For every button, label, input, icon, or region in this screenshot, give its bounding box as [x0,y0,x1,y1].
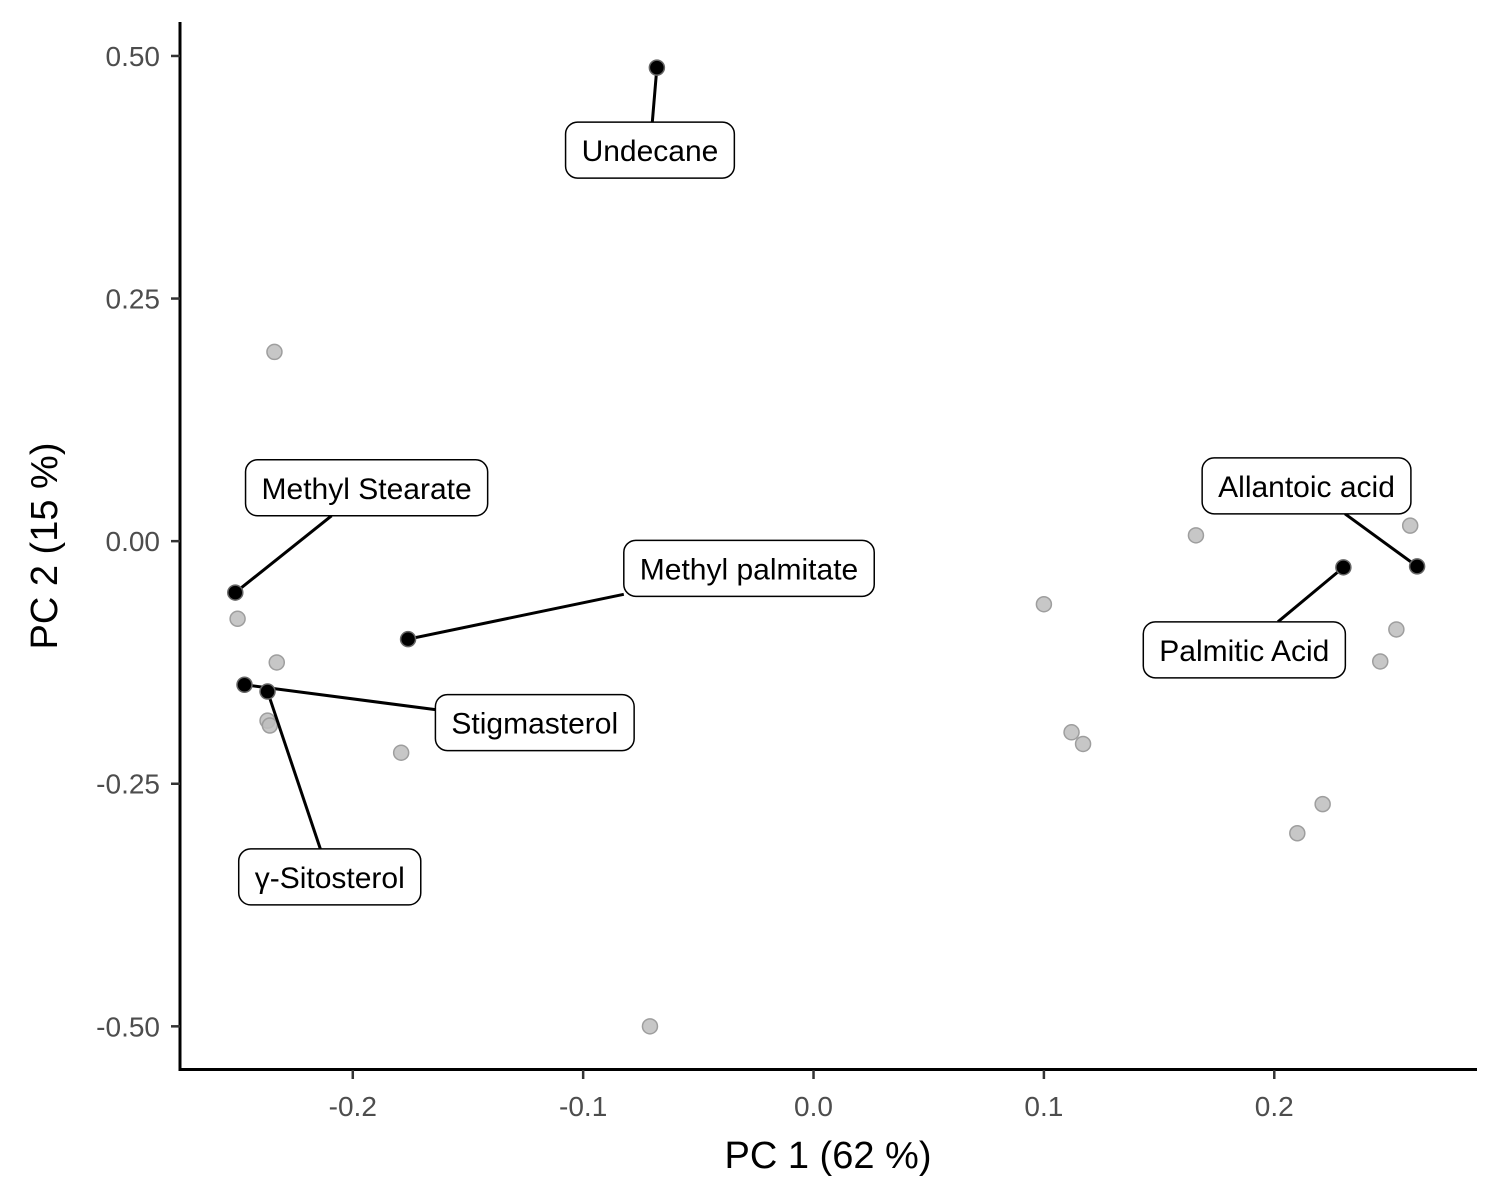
label-text: Allantoic acid [1218,471,1395,504]
data-point [392,744,410,761]
leader-line [1276,566,1345,623]
highlighted-point [1335,559,1352,576]
x-tick-label: -0.1 [559,1091,607,1122]
highlighted-points [227,59,1426,700]
label-text: Stigmasterol [451,708,618,741]
highlighted-point [236,676,253,694]
label-text: Undecane [582,135,719,168]
data-point [1289,824,1306,842]
data-point [1401,517,1419,534]
data-point [1035,595,1053,613]
highlighted-point [227,584,244,601]
label-text: Palmitic Acid [1159,635,1329,668]
data-point [266,343,283,361]
point-label: Palmitic Acid [1142,621,1347,679]
y-tick-label: 0.50 [106,41,161,72]
y-tick-label: -0.50 [96,1011,160,1042]
leader-line [407,592,625,641]
leader-line [650,67,659,123]
data-point [1187,527,1205,544]
label-box [1201,457,1412,515]
leader-line [266,691,322,850]
label-text: Methyl palmitate [640,553,858,586]
label-box [623,539,875,598]
x-axis-ticks: -0.2 -0.1 0.0 0.1 0.2 [329,1070,1294,1122]
y-tick-label: -0.25 [96,769,160,800]
y-tick-label: 0.25 [106,284,161,315]
leader-lines [234,67,1418,850]
label-box [434,693,635,752]
point-label: Allantoic acid [1201,457,1412,515]
highlighted-point [259,683,276,700]
label-box [237,848,422,906]
point-label: Methyl Stearate [244,459,489,517]
axes [178,22,1477,1071]
background-points [229,343,1419,1035]
point-label: Methyl palmitate [623,539,875,598]
leader-line [244,683,436,712]
x-tick-label: 0.1 [1024,1091,1063,1122]
data-point [268,654,286,671]
y-axis-title: PC 2 (15 %) [24,443,66,650]
data-point [1388,621,1405,638]
label-text: γ-Sitosterol [255,862,405,895]
leader-line [234,514,333,594]
label-box [1142,621,1347,679]
label-box [564,121,736,179]
y-axis-ticks: 0.50 0.25 0.00 -0.25 -0.50 [96,41,180,1042]
point-label: Undecane [564,121,736,179]
highlighted-point [1408,558,1426,575]
data-point [1063,724,1080,741]
highlighted-point [648,59,666,76]
data-point [1314,795,1331,813]
point-labels: Undecane Methyl Stearate Methyl palmitate S… [237,121,1412,906]
label-box [244,459,489,517]
point-label: γ-Sitosterol [237,848,422,906]
x-tick-label: 0.2 [1255,1091,1294,1122]
highlighted-point [399,630,417,648]
x-axis-title: PC 1 (62 %) [725,1135,932,1177]
data-point [1371,653,1389,670]
data-point [1074,735,1092,753]
y-tick-label: 0.00 [106,526,161,557]
data-point [261,717,279,734]
leader-line [1344,512,1418,568]
x-tick-label: -0.2 [329,1091,377,1122]
data-point [229,610,246,628]
label-text: Methyl Stearate [262,473,472,506]
point-label: Stigmasterol [434,693,635,752]
x-tick-label: 0.0 [794,1091,833,1122]
data-point [641,1018,659,1035]
